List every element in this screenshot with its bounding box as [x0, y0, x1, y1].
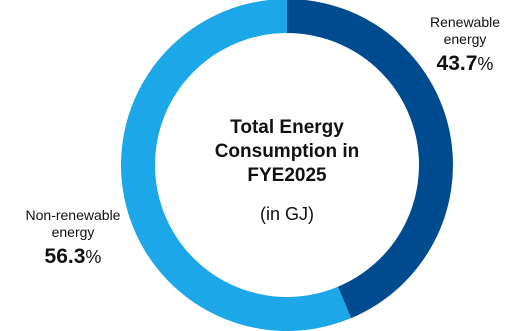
nonrenewable-value: 56.3: [44, 245, 86, 268]
chart-title-line-1: Total Energy: [230, 117, 344, 138]
chart-title: Total Energy Consumption in FYE2025: [187, 116, 387, 188]
renewable-percentage: 43.7%: [412, 51, 518, 77]
nonrenewable-percentage: 56.3%: [8, 244, 138, 270]
renewable-slice: [287, 0, 453, 319]
chart-title-line-2: Consumption in: [214, 141, 360, 162]
nonrenewable-label-line-1: Non-renewable: [25, 207, 121, 223]
nonrenewable-label: Non-renewable energy 56.3%: [8, 207, 138, 270]
donut-slices: [121, 0, 453, 331]
percent-sign: %: [477, 54, 494, 74]
percent-sign: %: [85, 247, 102, 267]
renewable-label-line-2: energy: [443, 31, 487, 47]
renewable-value: 43.7: [436, 52, 478, 75]
chart-title-line-3: FYE2025: [247, 165, 327, 186]
renewable-label: Renewable energy 43.7%: [412, 14, 518, 77]
nonrenewable-slice: [121, 0, 352, 331]
nonrenewable-label-line-2: energy: [51, 224, 95, 240]
chart-subtitle: (in GJ): [260, 204, 314, 224]
renewable-label-line-1: Renewable: [429, 14, 501, 30]
